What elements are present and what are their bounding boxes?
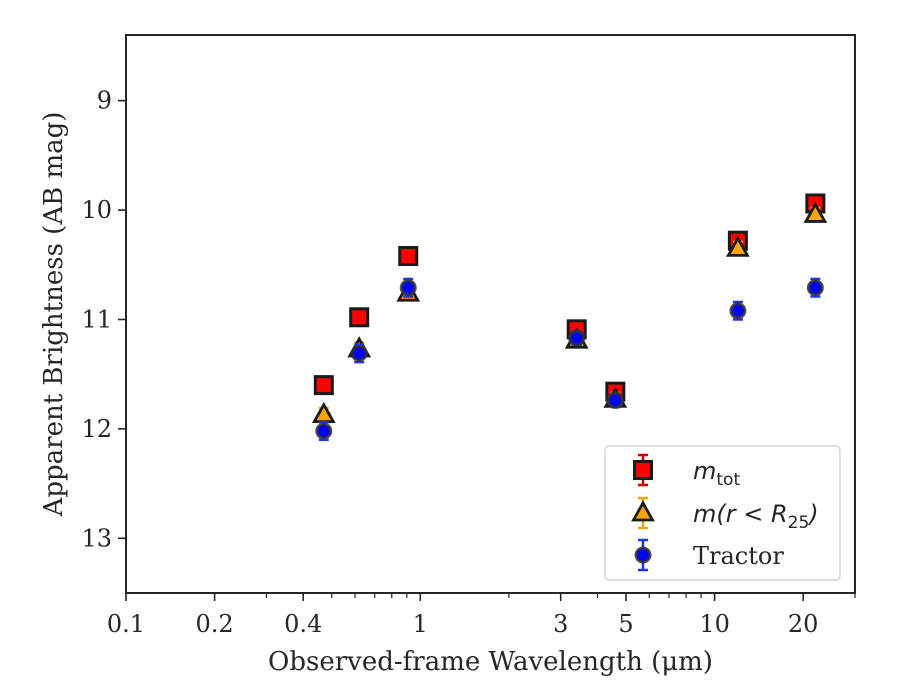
y-tick-label: 10 — [81, 196, 112, 224]
triangle-marker — [803, 201, 828, 223]
x-tick-label: 10 — [699, 610, 730, 638]
circle-marker — [568, 329, 586, 347]
legend-label: m(r < R25) — [693, 500, 819, 533]
legend-entry-mr25: m(r < R25) — [631, 496, 819, 533]
legend-entry-mtot: mtot — [633, 453, 740, 490]
plot-frame — [125, 34, 856, 594]
x-tick-label: 5 — [618, 610, 633, 638]
circle-marker — [315, 422, 333, 440]
legend-label: Tractor — [693, 542, 784, 570]
legend-entry-tractor: Tractor — [634, 538, 784, 572]
series-tractor — [315, 277, 824, 442]
square-marker — [349, 307, 370, 328]
legend-label-main: m(r < R — [693, 500, 788, 528]
circle-marker — [634, 546, 652, 564]
legend-box — [604, 445, 841, 581]
legend: mtot m(r < R25) Tractor — [604, 445, 841, 581]
legend-label-main: m — [693, 457, 716, 485]
square-marker — [398, 246, 419, 267]
triangle-marker — [726, 235, 750, 257]
legend-label-sub: tot — [716, 470, 740, 490]
y-tick-label: 9 — [97, 87, 112, 115]
legend-label: mtot — [693, 457, 740, 490]
legend-label-main: Tractor — [693, 542, 784, 570]
triangle-marker — [631, 500, 655, 522]
square-marker — [633, 460, 653, 480]
y-tick-label: 13 — [81, 524, 112, 552]
square-marker — [313, 375, 334, 396]
data-markers — [311, 193, 828, 442]
circle-marker — [350, 344, 368, 362]
y-axis-label: Apparent Brightness (AB mag) — [39, 112, 69, 518]
x-axis-label: Observed-frame Wavelength (μm) — [268, 647, 713, 677]
legend-label-suffix: ) — [807, 500, 818, 528]
x-tick-label: 0.1 — [107, 610, 145, 638]
x-tick-label: 0.4 — [284, 610, 322, 638]
y-tick-label: 12 — [81, 415, 112, 443]
y-tick-label: 11 — [81, 305, 112, 333]
x-tick-label: 20 — [788, 610, 819, 638]
x-tick-label: 1 — [413, 610, 428, 638]
circle-marker — [729, 302, 747, 320]
x-tick-label: 3 — [553, 610, 568, 638]
circle-marker — [806, 279, 824, 297]
circle-marker — [606, 391, 624, 409]
circle-marker — [399, 279, 417, 297]
x-tick-label: 0.2 — [196, 610, 234, 638]
legend-label-sub: 25 — [788, 513, 810, 533]
